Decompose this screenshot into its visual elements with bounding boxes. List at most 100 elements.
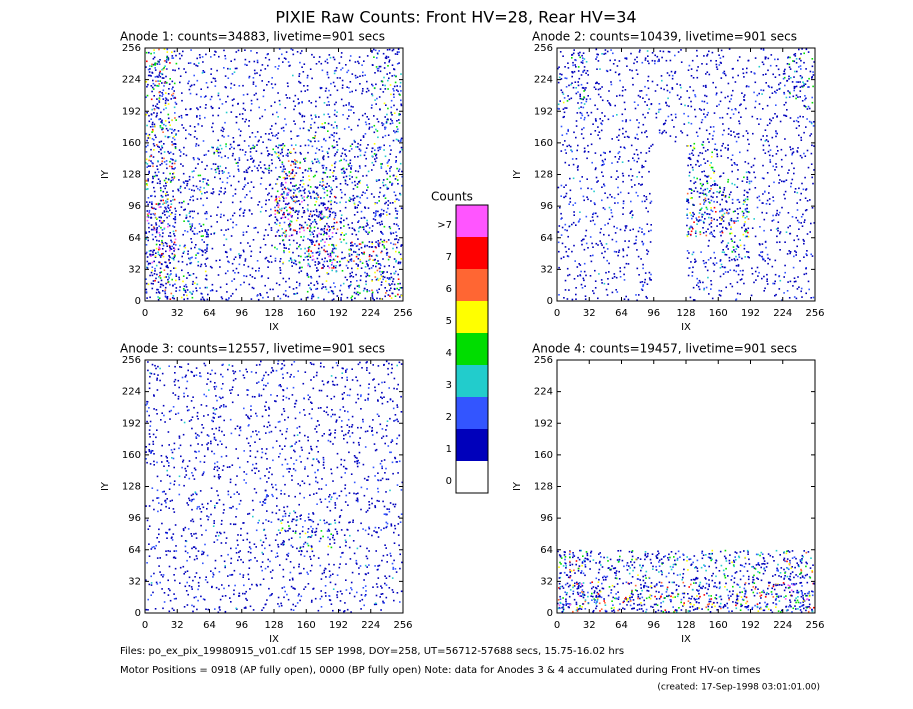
count-dot	[238, 170, 240, 172]
count-dot	[693, 214, 695, 216]
count-dot	[729, 209, 731, 211]
count-dot	[243, 250, 245, 252]
count-dot	[340, 264, 342, 266]
count-dot	[728, 108, 730, 110]
count-dot	[318, 297, 320, 299]
count-dot	[633, 63, 635, 65]
count-dot	[299, 231, 301, 233]
count-dot	[361, 247, 363, 249]
count-dot	[164, 188, 166, 190]
count-dot	[740, 104, 742, 106]
count-dot	[335, 153, 337, 155]
count-dot	[364, 206, 366, 208]
count-dot	[776, 242, 778, 244]
count-dot	[625, 119, 627, 121]
count-dot	[206, 213, 208, 215]
count-dot	[159, 244, 161, 246]
count-dot	[196, 143, 198, 145]
count-dot	[170, 158, 172, 160]
count-dot	[562, 243, 564, 245]
count-dot	[394, 239, 396, 241]
count-dot	[567, 236, 569, 238]
count-dot	[680, 130, 682, 132]
count-dot	[562, 227, 564, 229]
count-dot	[723, 172, 725, 174]
count-dot	[647, 211, 649, 213]
count-dot	[357, 61, 359, 63]
count-dot	[374, 87, 376, 89]
count-dot	[168, 88, 170, 90]
count-dot	[388, 283, 390, 285]
count-dot	[151, 131, 153, 133]
count-dot	[601, 200, 603, 202]
count-dot	[326, 251, 328, 253]
count-dot	[786, 231, 788, 233]
count-dot	[765, 82, 767, 84]
count-dot	[746, 72, 748, 74]
count-dot	[381, 298, 383, 300]
count-dot	[790, 251, 792, 253]
count-dot	[618, 153, 620, 155]
count-dot	[346, 176, 348, 178]
count-dot	[307, 238, 309, 240]
count-dot	[396, 238, 398, 240]
count-dot	[801, 86, 803, 88]
count-dot	[154, 280, 156, 282]
count-dot	[231, 83, 233, 85]
count-dot	[747, 177, 749, 179]
count-dot	[355, 146, 357, 148]
count-dot	[260, 167, 262, 169]
count-dot	[371, 84, 373, 86]
count-dot	[783, 71, 785, 73]
count-dot	[323, 197, 325, 199]
count-dot	[316, 201, 318, 203]
count-dot	[220, 187, 222, 189]
count-dot	[640, 184, 642, 186]
count-dot	[290, 220, 292, 222]
count-dot	[172, 159, 174, 161]
count-dot	[619, 151, 621, 153]
figure-title: PIXIE Raw Counts: Front HV=28, Rear HV=3…	[275, 8, 636, 27]
count-dot	[698, 165, 700, 167]
count-dot	[322, 239, 324, 241]
count-dot	[173, 259, 175, 261]
count-dot	[722, 123, 724, 125]
count-dot	[389, 181, 391, 183]
count-dot	[279, 104, 281, 106]
count-dot	[779, 212, 781, 214]
count-dot	[723, 252, 725, 254]
count-dot	[283, 244, 285, 246]
count-dot	[373, 49, 375, 51]
count-dot	[594, 202, 596, 204]
count-dot	[686, 225, 688, 227]
count-dot	[174, 255, 176, 257]
count-dot	[623, 256, 625, 258]
count-dot	[389, 170, 391, 172]
count-dot	[631, 186, 633, 188]
count-dot	[303, 158, 305, 160]
count-dot	[660, 109, 662, 111]
count-dot	[353, 195, 355, 197]
count-dot	[205, 265, 207, 267]
count-dot	[297, 217, 299, 219]
count-dot	[373, 251, 375, 253]
count-dot	[318, 243, 320, 245]
count-dot	[155, 81, 157, 83]
count-dot	[200, 187, 202, 189]
count-dot	[573, 245, 575, 247]
count-dot	[153, 149, 155, 151]
count-dot	[163, 185, 165, 187]
count-dot	[334, 86, 336, 88]
count-dot	[277, 212, 279, 214]
count-dot	[575, 224, 577, 226]
count-dot	[736, 141, 738, 143]
count-dot	[210, 215, 212, 217]
count-dot	[655, 90, 657, 92]
count-dot	[328, 226, 330, 228]
count-dot	[626, 263, 628, 265]
count-dot	[167, 226, 169, 228]
count-dot	[280, 153, 282, 155]
count-dot	[628, 247, 630, 249]
count-dot	[802, 81, 804, 83]
count-dot	[220, 191, 222, 193]
